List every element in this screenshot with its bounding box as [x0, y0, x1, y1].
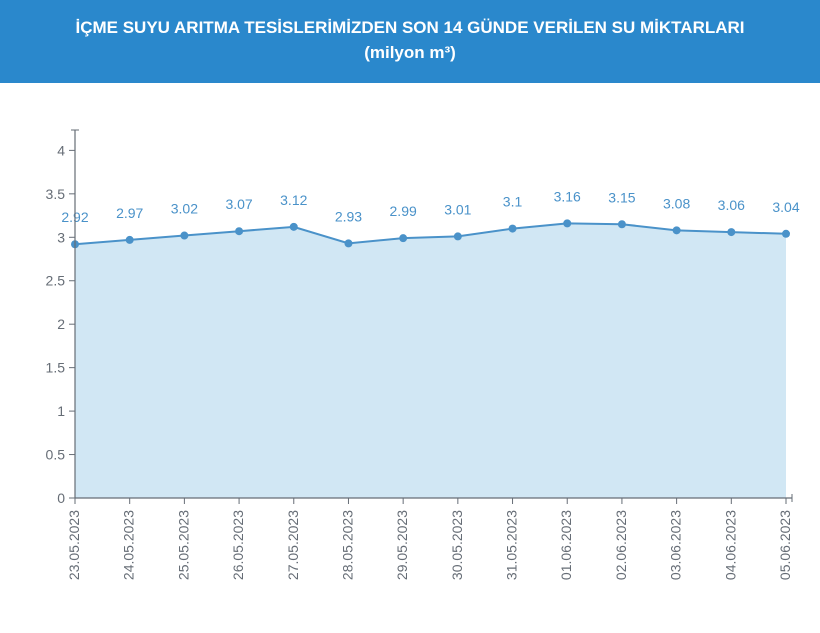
chart-marker — [180, 232, 188, 240]
chart-marker — [727, 228, 735, 236]
chart-marker — [782, 230, 790, 238]
chart-value-label: 3.08 — [663, 196, 690, 212]
chart-marker — [563, 220, 571, 228]
chart-container: 2.922.973.023.073.122.932.993.013.13.163… — [0, 83, 820, 613]
chart-marker — [454, 233, 462, 241]
chart-marker — [126, 236, 134, 244]
chart-title-line1: İÇME SUYU ARITMA TESİSLERİMİZDEN SON 14 … — [20, 16, 800, 41]
chart-marker — [290, 223, 298, 231]
chart-value-label: 3.12 — [280, 192, 307, 208]
chart-value-label: 3.01 — [444, 202, 471, 218]
x-tick-label: 03.06.2023 — [668, 510, 684, 580]
y-tick-label: 0.5 — [46, 447, 66, 463]
x-tick-label: 31.05.2023 — [504, 510, 520, 580]
chart-value-label: 3.15 — [608, 190, 635, 206]
chart-value-label: 3.06 — [718, 197, 745, 213]
chart-value-label: 3.07 — [225, 196, 252, 212]
chart-value-label: 3.1 — [503, 194, 523, 210]
x-tick-label: 26.05.2023 — [230, 510, 246, 580]
x-tick-label: 27.05.2023 — [285, 510, 301, 580]
chart-marker — [235, 227, 243, 235]
y-tick-label: 0 — [57, 490, 65, 506]
chart-marker — [509, 225, 517, 233]
x-tick-label: 02.06.2023 — [613, 510, 629, 580]
chart-marker — [344, 240, 352, 248]
x-tick-label: 28.05.2023 — [339, 510, 355, 580]
x-tick-label: 30.05.2023 — [449, 510, 465, 580]
x-tick-label: 24.05.2023 — [121, 510, 137, 580]
x-tick-label: 23.05.2023 — [66, 510, 82, 580]
y-tick-label: 3.5 — [46, 186, 66, 202]
x-tick-label: 25.05.2023 — [175, 510, 191, 580]
chart-header: İÇME SUYU ARITMA TESİSLERİMİZDEN SON 14 … — [0, 0, 820, 83]
y-tick-label: 2.5 — [46, 273, 66, 289]
chart-marker — [618, 221, 626, 229]
chart-value-label: 2.93 — [335, 209, 362, 225]
y-tick-label: 4 — [57, 143, 65, 159]
chart-value-label: 2.99 — [390, 203, 417, 219]
y-tick-label: 1 — [57, 403, 65, 419]
chart-title-line2: (milyon m³) — [20, 41, 800, 66]
chart-value-label: 3.02 — [171, 201, 198, 217]
water-chart: 2.922.973.023.073.122.932.993.013.13.163… — [20, 113, 800, 593]
x-tick-label: 04.06.2023 — [722, 510, 738, 580]
x-tick-label: 05.06.2023 — [777, 510, 793, 580]
y-tick-label: 2 — [57, 316, 65, 332]
chart-value-label: 3.04 — [772, 199, 799, 215]
x-tick-label: 01.06.2023 — [558, 510, 574, 580]
chart-value-label: 2.97 — [116, 205, 143, 221]
y-tick-label: 3 — [57, 230, 65, 246]
chart-marker — [673, 227, 681, 235]
chart-value-label: 3.16 — [554, 189, 581, 205]
chart-marker — [399, 234, 407, 242]
chart-area — [75, 224, 786, 499]
y-tick-label: 1.5 — [46, 360, 66, 376]
x-tick-label: 29.05.2023 — [394, 510, 410, 580]
